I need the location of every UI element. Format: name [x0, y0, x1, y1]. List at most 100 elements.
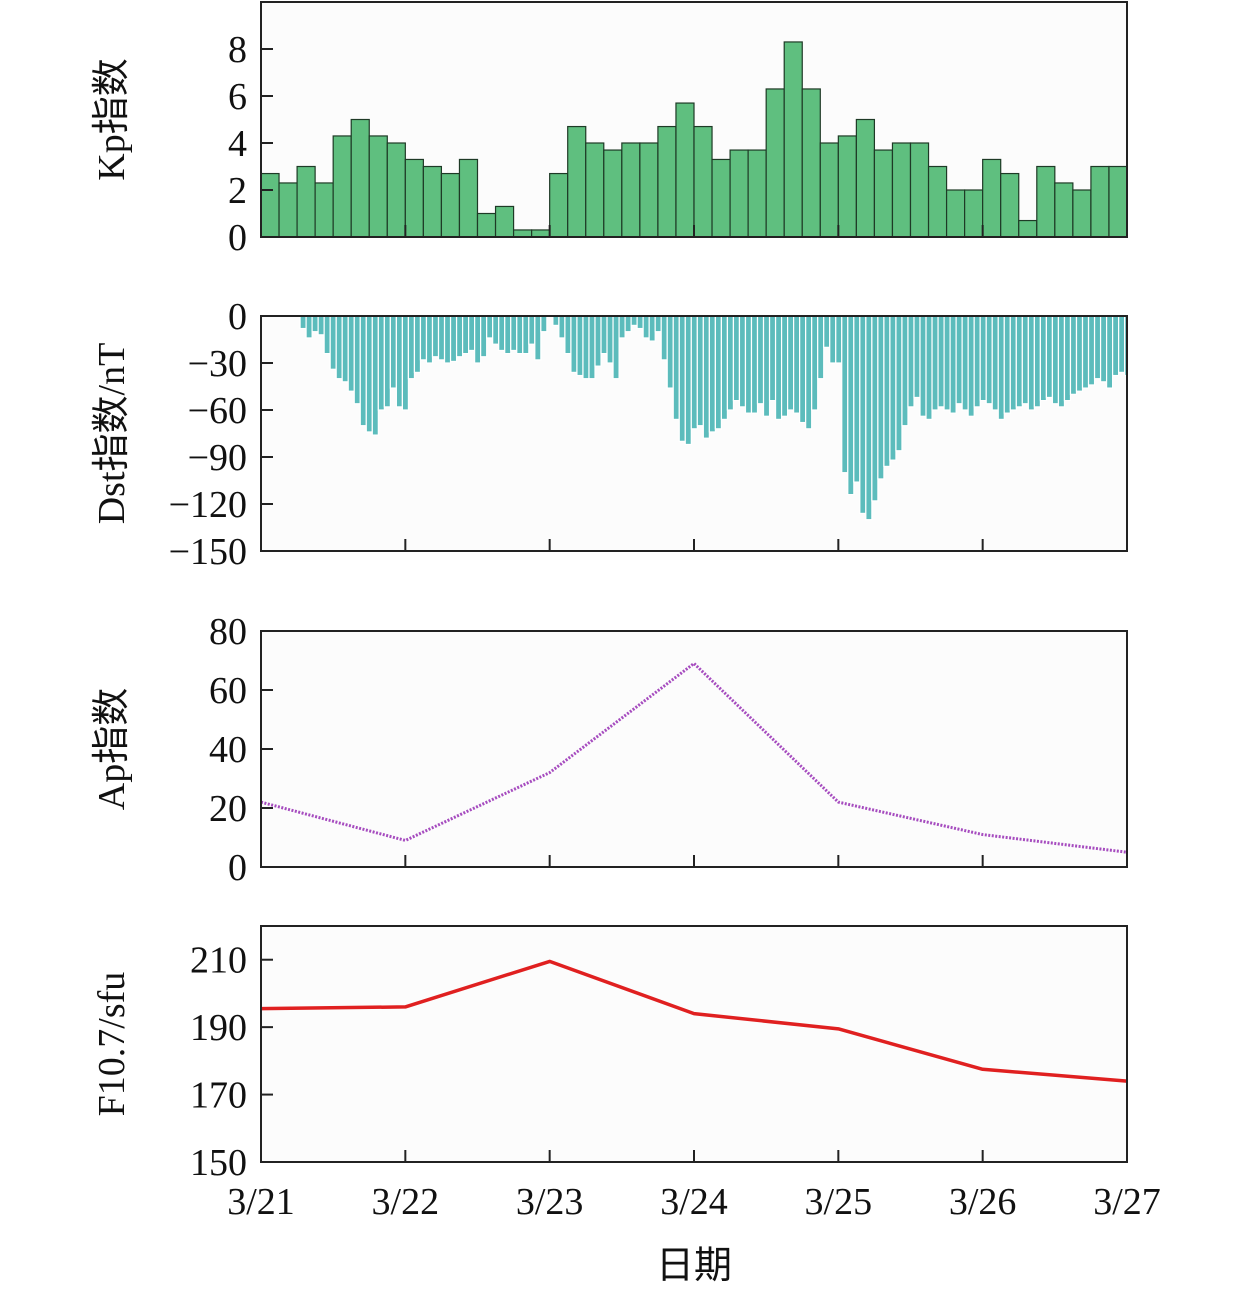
kp-bar: [476, 212, 497, 238]
x-tick-label: 3/27: [1093, 1181, 1161, 1223]
y-tick-label: −90: [188, 437, 247, 479]
dst-bar: [913, 315, 921, 399]
kp-bar: [332, 135, 352, 238]
dst-bar: [774, 315, 783, 421]
dst-bar: [648, 315, 656, 342]
dst-bar: [991, 315, 999, 411]
dst-bar: [690, 315, 698, 430]
dst-bar: [437, 315, 446, 361]
f107-plot-area: [261, 926, 1127, 1162]
dst-bar: [516, 315, 524, 355]
f107-x-ticks: [404, 1150, 984, 1162]
kp-bar: [1108, 165, 1128, 238]
y-tick-label: 150: [190, 1142, 247, 1184]
kp-bar: [819, 142, 839, 238]
kp-bar: [621, 142, 641, 238]
dst-bar: [558, 315, 566, 339]
kp-bar: [783, 41, 803, 238]
dst-panel: 0 −30 −60 −90 −120 −150 Dst指数/nT: [91, 296, 1128, 573]
dst-bar: [732, 315, 741, 402]
kp-ylabel: Kp指数: [91, 58, 133, 180]
kp-bar: [855, 118, 876, 238]
kp-bar: [512, 229, 533, 238]
kp-bar: [801, 88, 821, 238]
dst-bar: [449, 315, 458, 363]
dst-bar: [461, 315, 470, 355]
dst-bar: [341, 315, 349, 383]
dst-bar: [949, 315, 957, 414]
dst-bar: [311, 315, 319, 333]
dst-bar: [407, 315, 416, 380]
y-tick-label: 210: [190, 940, 247, 982]
y-tick-label: 80: [209, 611, 247, 653]
dst-bar: [1081, 315, 1090, 389]
dst-bar: [859, 315, 867, 514]
dst-bar: [1057, 315, 1066, 408]
x-axis-label: 日期: [656, 1245, 732, 1287]
dst-bar: [389, 315, 397, 389]
dst-bar: [305, 315, 313, 339]
y-tick-label: −30: [188, 343, 247, 385]
f107-series: [260, 959, 1128, 1083]
dst-bar: [1105, 315, 1114, 389]
dst-bar: [588, 315, 596, 380]
dst-bar: [684, 315, 692, 446]
dst-bar: [510, 315, 518, 352]
f107-ylabel: F10.7/sfu: [91, 972, 133, 1117]
dst-bar: [1027, 315, 1035, 411]
y-tick-label: 0: [228, 847, 247, 889]
dst-bar: [1112, 315, 1120, 377]
dst-x-ticks: [404, 539, 984, 551]
kp-bar: [729, 149, 749, 238]
kp-bar: [350, 118, 370, 238]
dst-bar: [474, 315, 482, 364]
dst-bar: [660, 315, 668, 361]
dst-bar: [720, 315, 729, 421]
y-tick-label: −150: [169, 531, 247, 573]
dst-bar: [925, 315, 933, 421]
dst-bar: [299, 315, 307, 330]
kp-bar: [927, 165, 948, 238]
dst-bar: [371, 315, 379, 436]
dst-bar: [1009, 315, 1017, 411]
dst-bar: [787, 315, 795, 411]
kp-bar: [296, 165, 316, 238]
dst-bar: [654, 315, 662, 333]
kp-bar: [422, 165, 443, 238]
ap-x-ticks: [404, 855, 984, 867]
kp-bar: [747, 149, 767, 238]
kp-bar: [603, 149, 623, 238]
dst-bar: [726, 315, 735, 411]
dst-bar: [642, 315, 650, 339]
dst-bar: [835, 315, 843, 364]
dst-bar: [985, 315, 993, 405]
dst-bar: [744, 315, 753, 414]
dst-bar: [480, 315, 488, 358]
dst-bar: [979, 315, 987, 402]
dst-bar: [522, 315, 530, 355]
x-tick-label: 3/24: [660, 1181, 728, 1223]
x-tick-label: 3/21: [227, 1181, 295, 1223]
dst-bar: [329, 315, 337, 370]
dst-bar: [1075, 315, 1084, 392]
dst-bar: [799, 315, 807, 424]
kp-bar: [549, 172, 569, 238]
dst-bar: [353, 315, 361, 405]
ap-y-ticks: 0 20 40 60 80: [209, 611, 273, 889]
dst-bar: [335, 315, 343, 380]
dst-bar: [768, 315, 777, 402]
kp-bar: [1054, 182, 1074, 238]
kp-panel: 0 2 4 6 8 Kp指数: [91, 1, 1128, 259]
dst-bar: [696, 315, 704, 427]
ap-series: [260, 661, 1128, 854]
y-tick-label: 0: [228, 217, 247, 259]
kp-bar: [1090, 165, 1110, 238]
dst-bar: [1051, 315, 1060, 405]
kp-bar: [675, 102, 695, 238]
ap-frame: [260, 630, 1128, 868]
kp-bar: [982, 158, 1002, 238]
ap-plot-area: [261, 631, 1127, 867]
dst-bar: [606, 315, 614, 364]
dst-bar: [1003, 315, 1011, 414]
dst-bar: [1118, 315, 1126, 374]
